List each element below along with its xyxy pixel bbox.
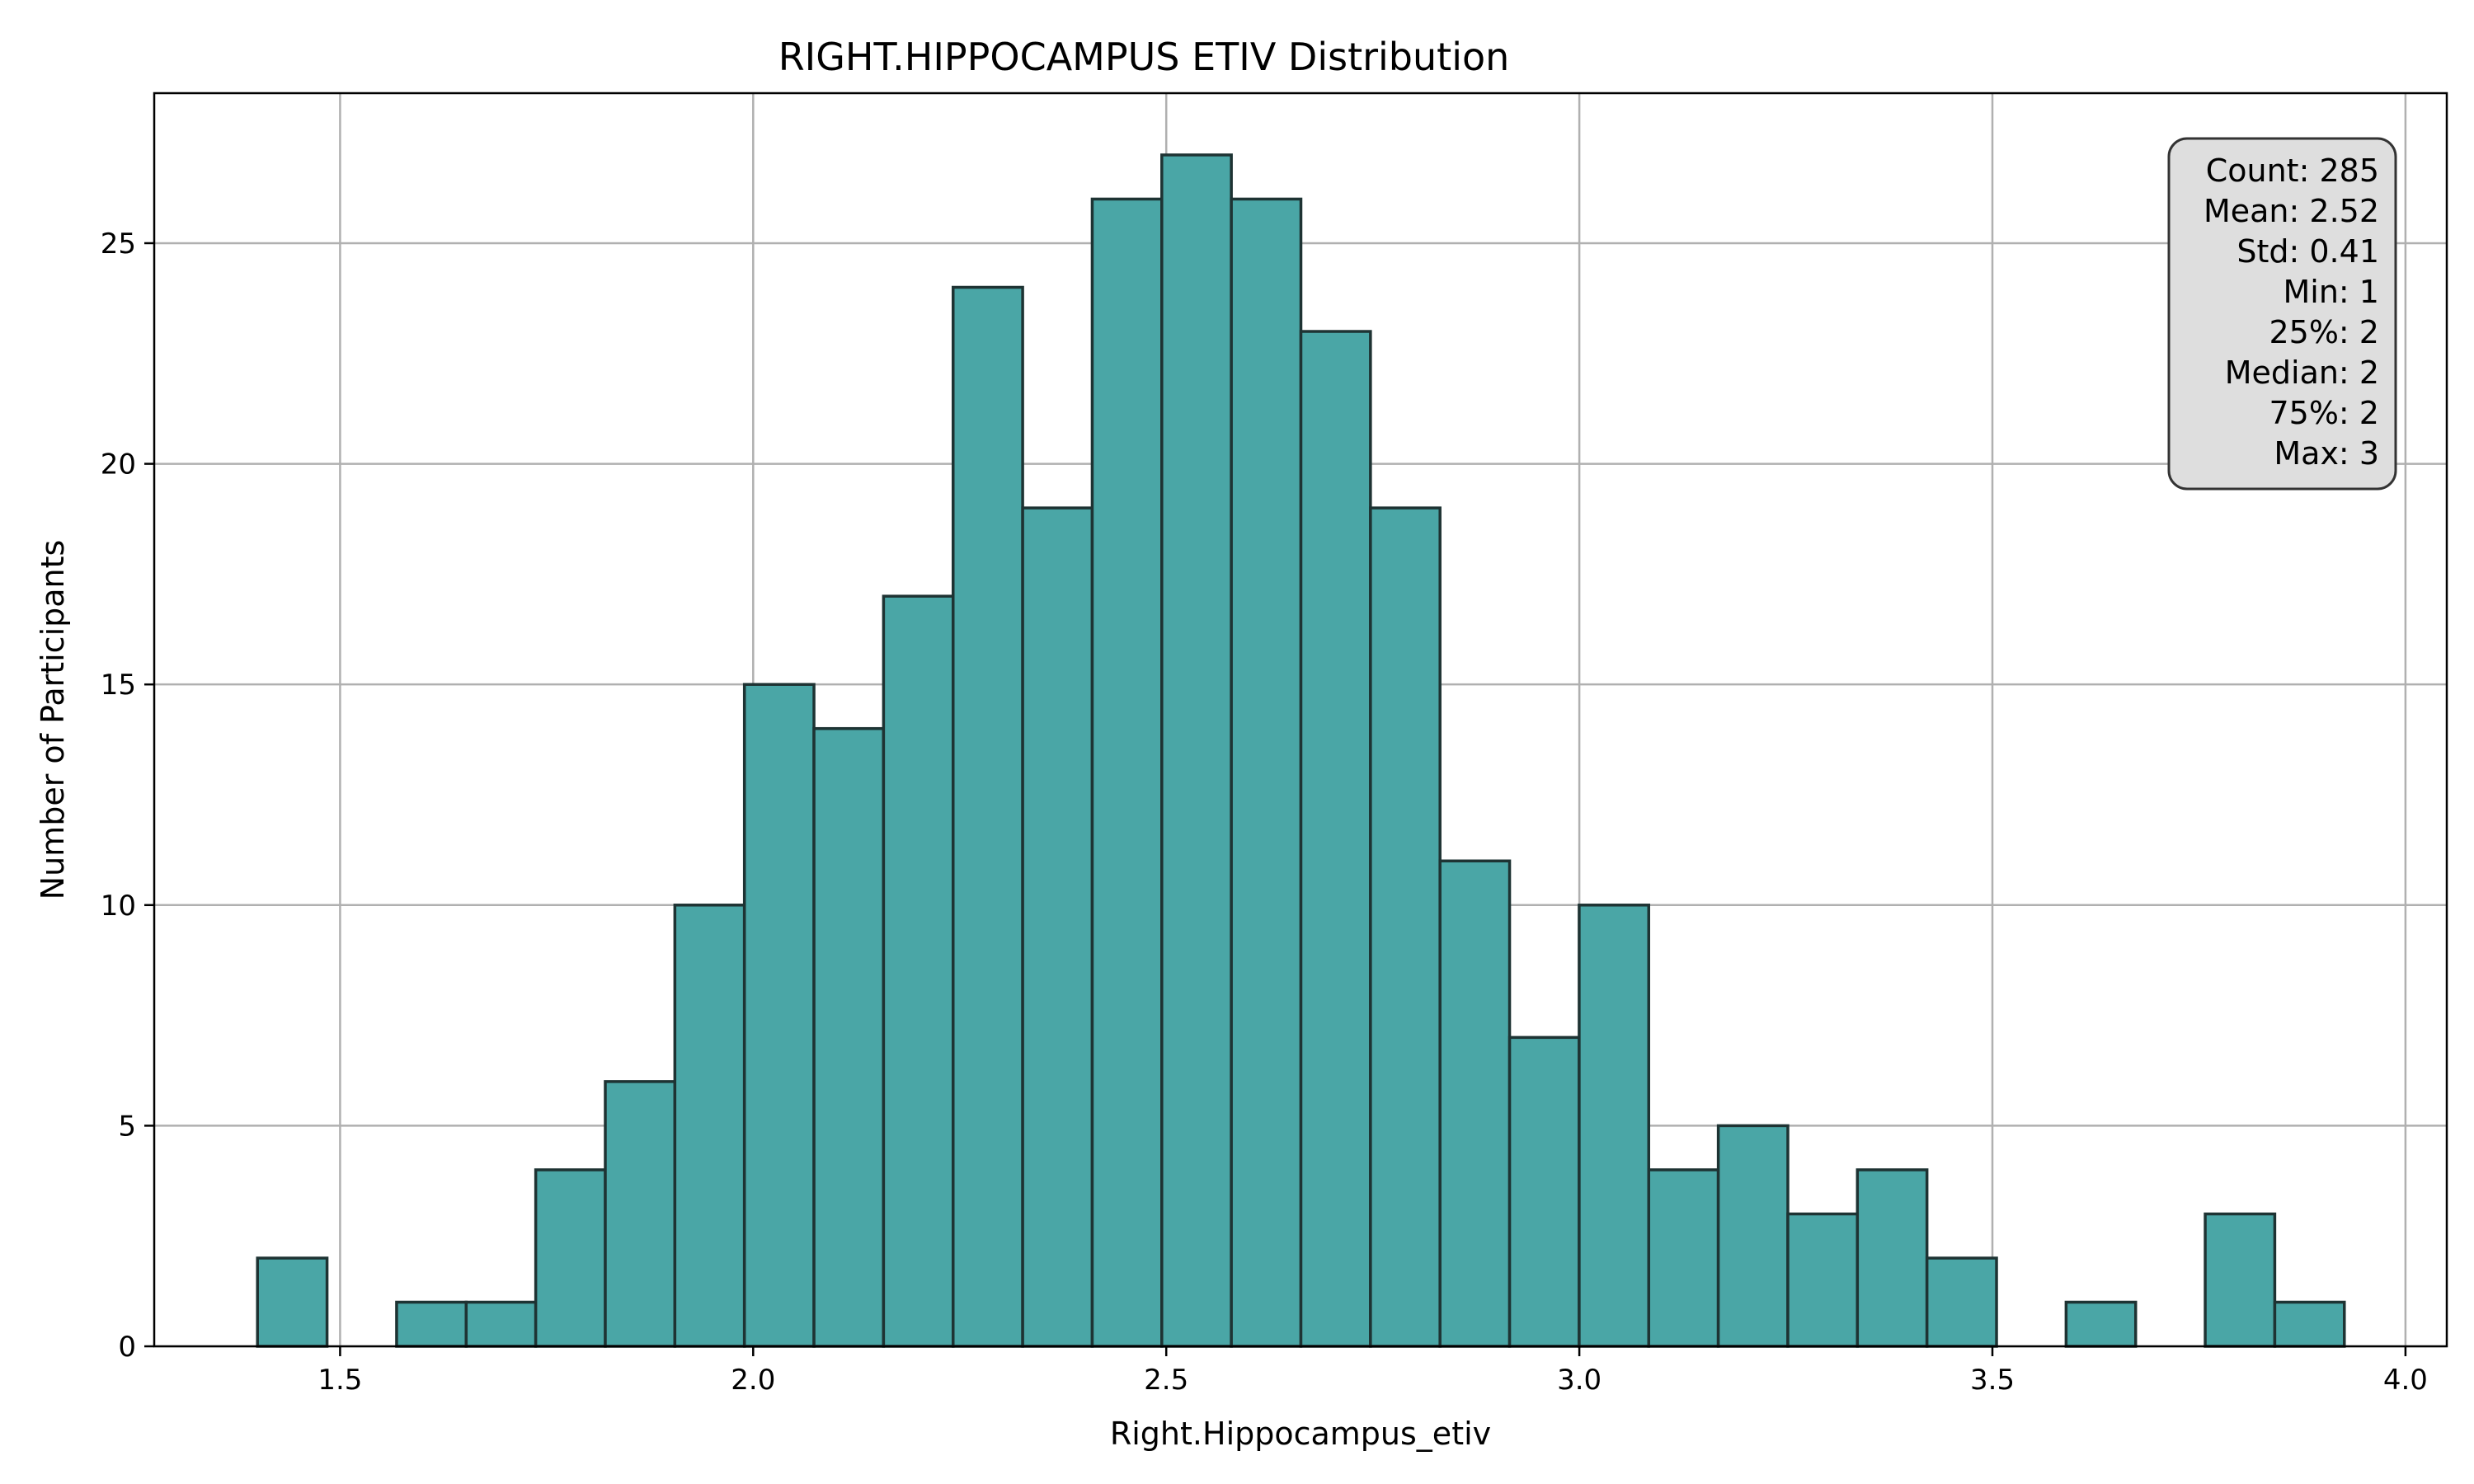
y-tick-label: 20 (101, 448, 136, 481)
histogram-bar (1647, 1168, 1720, 1348)
x-axis-ticks: 1.5 2.0 2.5 3.0 3.5 4.0 (317, 1346, 2428, 1397)
histogram-bar (1021, 506, 1094, 1348)
x-axis-label: Right.Hippocampus_etiv (1110, 1416, 1491, 1452)
histogram-bar (1507, 1036, 1581, 1348)
y-tick-label: 5 (118, 1110, 136, 1143)
plot-frame (153, 92, 2448, 1348)
histogram-bar (1230, 197, 1303, 1348)
stats-box-background (2167, 137, 2397, 491)
y-tick-label: 25 (101, 228, 136, 261)
histogram-bar (604, 1080, 677, 1348)
histogram-bar (1369, 506, 1442, 1348)
histogram-bar (2273, 1300, 2346, 1348)
histogram-bar (256, 1256, 329, 1348)
stats-line: Count: 285 (2206, 153, 2379, 189)
histogram-bar (1786, 1212, 1860, 1348)
histogram-bar (1299, 330, 1372, 1348)
histogram-bar (951, 285, 1024, 1348)
histogram-bar (534, 1168, 607, 1348)
y-axis-label: Number of Participants (35, 540, 71, 900)
histogram-bar (812, 726, 886, 1348)
stats-line: Median: 2 (2225, 355, 2379, 391)
histogram-bar (464, 1300, 538, 1348)
histogram-bar (1925, 1256, 1998, 1348)
histogram-bar (1438, 859, 1512, 1348)
x-tick-label: 4.0 (2383, 1364, 2428, 1397)
histogram-bar (1716, 1124, 1790, 1348)
stats-line: 75%: 2 (2269, 395, 2379, 431)
chart-title: RIGHT.HIPPOCAMPUS ETIV Distribution (778, 35, 1510, 79)
x-tick-label: 2.0 (731, 1364, 775, 1397)
stats-line: Mean: 2.52 (2204, 193, 2379, 229)
histogram-bar (1090, 197, 1164, 1348)
histogram-bar (1578, 904, 1651, 1348)
x-tick-label: 3.5 (1970, 1364, 2015, 1397)
stats-line: Min: 1 (2284, 274, 2380, 310)
stats-line: Std: 0.41 (2236, 233, 2379, 270)
histogram-bar (1856, 1168, 1929, 1348)
histogram-bar (2064, 1300, 2138, 1348)
histogram-bars (256, 153, 2346, 1348)
histogram-bar (882, 594, 955, 1348)
y-axis-ticks: 0 5 10 15 20 25 (101, 228, 154, 1364)
histogram-bar (742, 683, 816, 1348)
histogram-bar (395, 1300, 468, 1348)
y-tick-label: 0 (118, 1331, 136, 1364)
stats-line: Max: 3 (2274, 435, 2379, 472)
x-tick-label: 1.5 (317, 1364, 362, 1397)
x-tick-label: 2.5 (1144, 1364, 1188, 1397)
y-tick-label: 10 (101, 890, 136, 923)
histogram-bar (1160, 153, 1233, 1348)
histogram-bar (673, 904, 746, 1348)
stats-box: Count: 285 Mean: 2.52 Std: 0.41 Min: 1 25%: … (2167, 137, 2397, 491)
stats-line: 25%: 2 (2269, 314, 2379, 350)
x-tick-label: 3.0 (1557, 1364, 1602, 1397)
y-tick-label: 15 (101, 669, 136, 702)
histogram-bar (2204, 1212, 2277, 1348)
